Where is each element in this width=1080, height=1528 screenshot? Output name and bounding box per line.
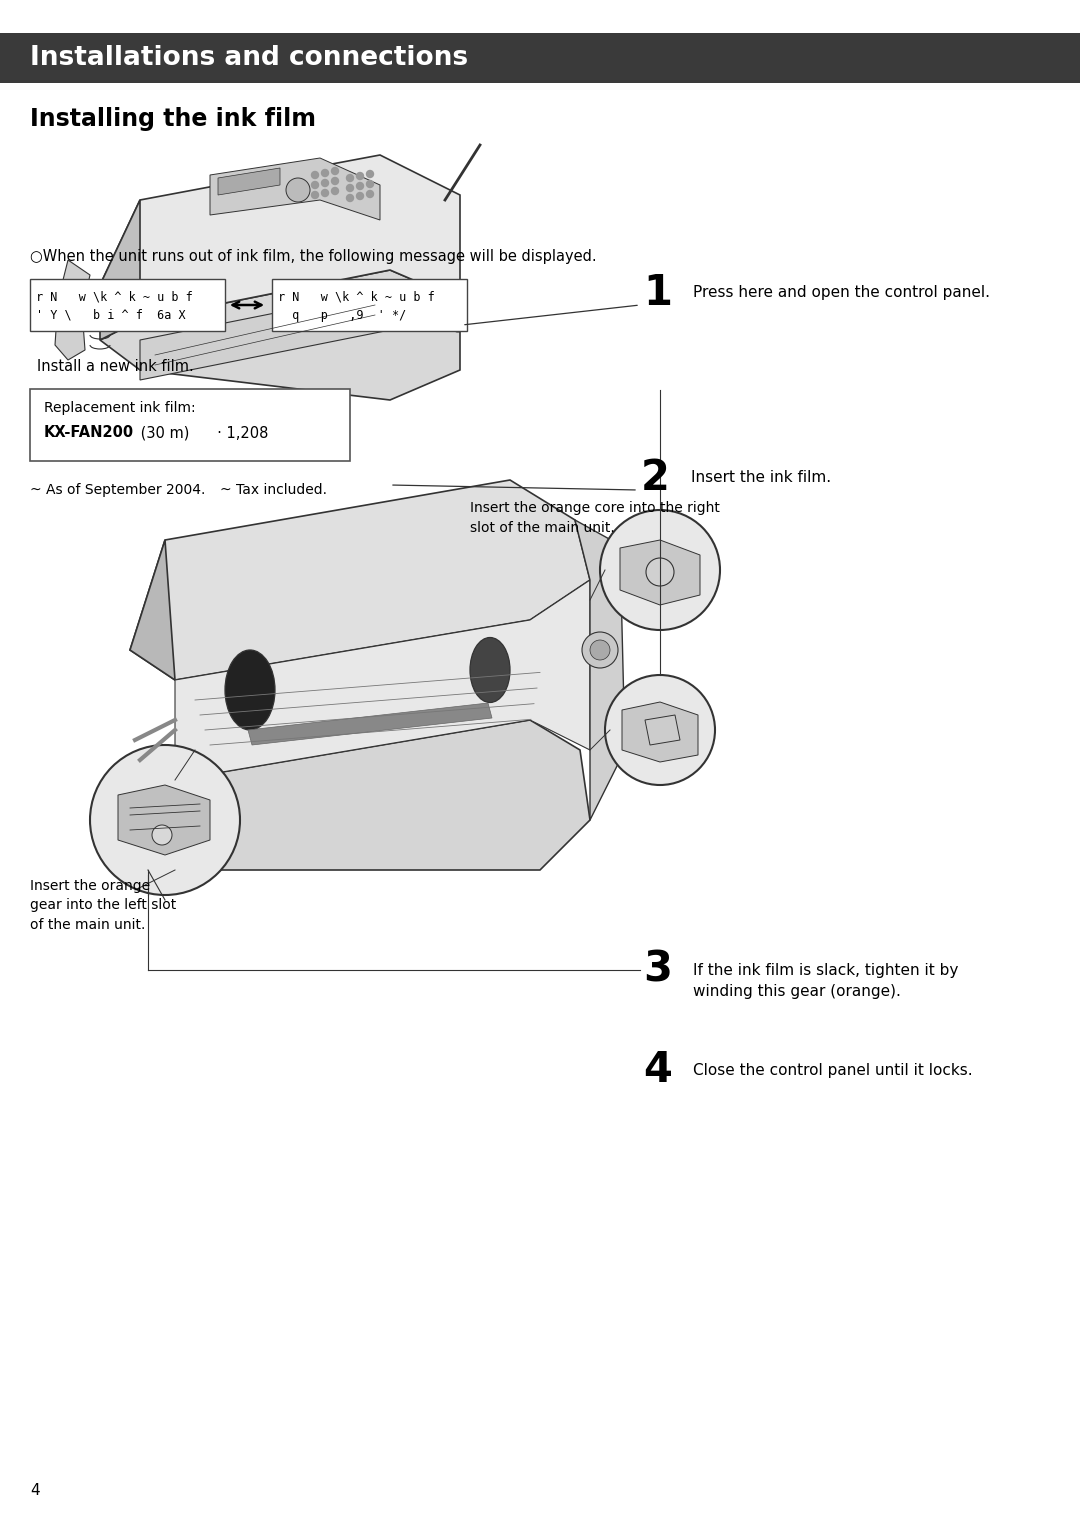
Circle shape — [356, 193, 364, 200]
Bar — [30, 390, 350, 461]
Text: Install a new ink film.: Install a new ink film. — [37, 359, 193, 374]
Bar — [0, 34, 1080, 83]
Circle shape — [366, 191, 374, 197]
Polygon shape — [130, 539, 175, 680]
Circle shape — [332, 177, 338, 185]
Polygon shape — [575, 520, 625, 821]
Text: q   p   ,9  ' */: q p ,9 ' */ — [278, 309, 406, 322]
Bar — [272, 280, 467, 332]
Text: Press here and open the control panel.: Press here and open the control panel. — [693, 286, 990, 301]
Text: r N   w \k ^ k ~ u b f: r N w \k ^ k ~ u b f — [36, 290, 192, 304]
Polygon shape — [130, 779, 175, 869]
Text: KX-FAN200: KX-FAN200 — [44, 425, 134, 440]
Circle shape — [582, 633, 618, 668]
Text: ~ Tax included.: ~ Tax included. — [220, 483, 327, 497]
Text: r N   w \k ^ k ~ u b f: r N w \k ^ k ~ u b f — [278, 290, 435, 304]
Ellipse shape — [225, 649, 275, 730]
Text: ○When the unit runs out of ink film, the following message will be displayed.: ○When the unit runs out of ink film, the… — [30, 249, 597, 264]
Circle shape — [605, 675, 715, 785]
Polygon shape — [620, 539, 700, 605]
Text: Close the control panel until it locks.: Close the control panel until it locks. — [693, 1062, 973, 1077]
Text: 2: 2 — [642, 457, 670, 500]
Circle shape — [311, 171, 319, 179]
Text: Insert the orange
gear into the left slot
of the main unit.: Insert the orange gear into the left slo… — [30, 879, 176, 932]
Circle shape — [646, 558, 674, 587]
Text: Insert the orange core into the right
slot of the main unit.: Insert the orange core into the right sl… — [470, 501, 719, 535]
Polygon shape — [55, 260, 90, 361]
Text: Insert the ink film.: Insert the ink film. — [691, 471, 832, 486]
Polygon shape — [645, 715, 680, 746]
Circle shape — [600, 510, 720, 630]
Circle shape — [332, 168, 338, 174]
Circle shape — [322, 170, 328, 177]
Circle shape — [152, 825, 172, 845]
Text: Installing the ink film: Installing the ink film — [30, 107, 316, 131]
Polygon shape — [218, 168, 280, 196]
Polygon shape — [248, 703, 492, 746]
Circle shape — [356, 182, 364, 189]
Polygon shape — [100, 270, 460, 400]
Polygon shape — [100, 154, 460, 319]
Text: Installations and connections: Installations and connections — [30, 44, 468, 70]
Text: If the ink film is slack, tighten it by
winding this gear (orange).: If the ink film is slack, tighten it by … — [693, 963, 958, 999]
Circle shape — [451, 318, 465, 332]
Polygon shape — [622, 701, 698, 762]
Text: 4: 4 — [30, 1484, 40, 1497]
Polygon shape — [210, 157, 380, 220]
Circle shape — [311, 191, 319, 199]
Circle shape — [332, 188, 338, 194]
Circle shape — [322, 179, 328, 186]
Circle shape — [347, 194, 353, 202]
Text: ~ As of September 2004.: ~ As of September 2004. — [30, 483, 205, 497]
Bar — [30, 280, 225, 332]
Text: Replacement ink film:: Replacement ink film: — [44, 400, 195, 416]
Circle shape — [347, 185, 353, 191]
Circle shape — [356, 173, 364, 179]
Polygon shape — [100, 200, 140, 341]
Circle shape — [286, 177, 310, 202]
Polygon shape — [130, 720, 590, 869]
Text: ' Y \   b i ^ f  6a X: ' Y \ b i ^ f 6a X — [36, 309, 186, 322]
Ellipse shape — [470, 637, 510, 703]
Polygon shape — [118, 785, 210, 856]
Circle shape — [366, 180, 374, 188]
Circle shape — [311, 182, 319, 188]
Polygon shape — [140, 290, 390, 380]
Circle shape — [366, 171, 374, 177]
Circle shape — [347, 174, 353, 182]
Polygon shape — [130, 480, 590, 680]
Circle shape — [322, 189, 328, 197]
Text: (30 m)      · 1,208: (30 m) · 1,208 — [136, 425, 268, 440]
Circle shape — [90, 746, 240, 895]
Text: 4: 4 — [643, 1050, 672, 1091]
Text: 3: 3 — [643, 949, 672, 992]
Text: 1: 1 — [643, 272, 672, 313]
Polygon shape — [175, 581, 590, 779]
Circle shape — [590, 640, 610, 660]
